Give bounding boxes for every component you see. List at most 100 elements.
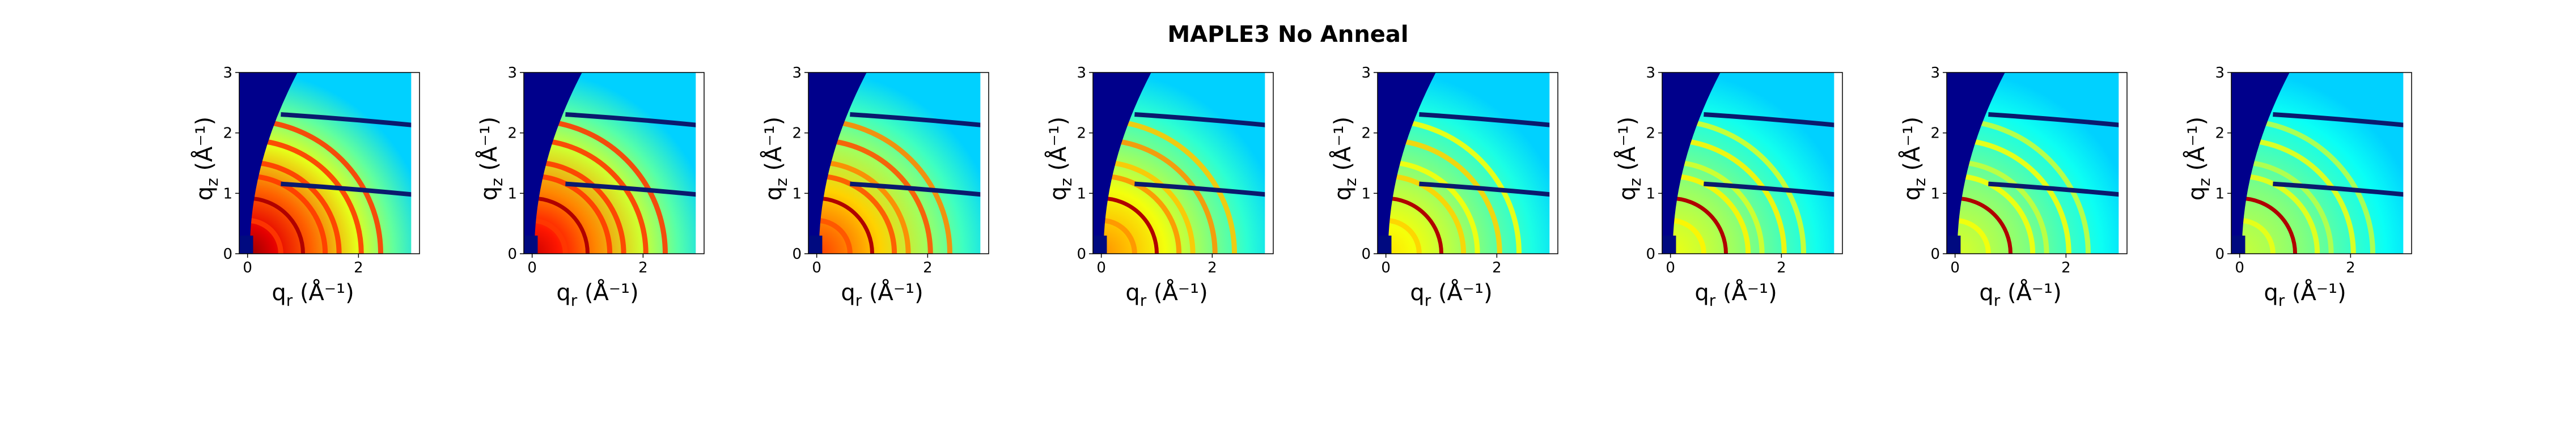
plot-area [808, 72, 989, 254]
beamstop [808, 236, 823, 254]
gixd-panel-7: 0 2 0 1 2 3 qr (Å⁻¹) qz (Å⁻¹) [1898, 0, 2183, 317]
detector-gap-line [2273, 112, 2412, 128]
y-tick-label: 3 [223, 65, 232, 82]
gixd-plot-svg: 0 2 0 1 2 3 qr (Å⁻¹) qz (Å⁻¹) [1044, 65, 1274, 310]
y-tick-label: 1 [2215, 185, 2225, 202]
y-axis-label: qz (Å⁻¹) [190, 117, 222, 201]
detector-gap-line [1704, 112, 1842, 128]
blank-strip [980, 72, 989, 254]
blank-strip [1549, 72, 1558, 254]
axes-frame [2231, 72, 2412, 254]
beamstop [239, 236, 253, 254]
x-tick-label: 0 [1381, 259, 1391, 276]
missing-wedge [1662, 72, 1721, 251]
y-tick-label: 2 [2215, 125, 2225, 142]
detector-gap-line [1134, 112, 1273, 128]
y-axis-label: qz (Å⁻¹) [1044, 117, 1075, 201]
axes-frame [1662, 72, 1843, 254]
x-axis-label: qr (Å⁻¹) [1979, 279, 2061, 310]
axes-frame [1377, 72, 1558, 254]
detector-gap-line [2273, 181, 2412, 198]
y-tick-label: 0 [1361, 246, 1371, 263]
y-axis-label: qz (Å⁻¹) [2183, 117, 2214, 201]
x-axis-label: qr (Å⁻¹) [556, 279, 638, 310]
x-tick-label: 2 [1492, 259, 1502, 276]
x-axis-label: qr (Å⁻¹) [2264, 279, 2346, 310]
missing-wedge [239, 72, 298, 251]
detector-gap-line [1988, 112, 2127, 128]
missing-wedge [1947, 72, 2005, 251]
beamstop [1093, 236, 1107, 254]
beamstop [1378, 236, 1392, 254]
gixd-plot-svg: 0 2 0 1 2 3 qr (Å⁻¹) qz (Å⁻¹) [760, 65, 989, 310]
y-tick-label: 1 [792, 185, 802, 202]
y-tick-label: 1 [1361, 185, 1371, 202]
y-axis-label: qz (Å⁻¹) [1898, 117, 1929, 201]
y-tick-label: 3 [1930, 65, 1940, 82]
blank-strip [1834, 72, 1842, 254]
plot-area [239, 72, 420, 254]
gixd-panel-1: 0 2 0 1 2 3 qr (Å⁻¹) qz (Å⁻¹) [190, 0, 475, 317]
gixd-panel-8: 0 2 0 1 2 3 qr (Å⁻¹) qz (Å⁻¹) [2183, 0, 2467, 317]
gixd-panel-6: 0 2 0 1 2 3 qr (Å⁻¹) qz (Å⁻¹) [1613, 0, 1898, 317]
beamstop [2231, 236, 2245, 254]
axes-frame [808, 72, 989, 254]
gixd-panel-2: 0 2 0 1 2 3 qr (Å⁻¹) qz (Å⁻¹) [475, 0, 760, 317]
y-tick-label: 1 [1077, 185, 1086, 202]
y-tick-label: 1 [1646, 185, 1655, 202]
missing-wedge [1378, 72, 1436, 251]
y-tick-label: 3 [1077, 65, 1086, 82]
plot-area [524, 72, 704, 254]
gixd-panel-5: 0 2 0 1 2 3 qr (Å⁻¹) qz (Å⁻¹) [1329, 0, 1613, 317]
detector-gap-line [565, 181, 704, 198]
y-tick-label: 2 [1361, 125, 1371, 142]
blank-strip [1265, 72, 1273, 254]
x-tick-label: 0 [527, 259, 537, 276]
gixd-plot-svg: 0 2 0 1 2 3 qr (Å⁻¹) qz (Å⁻¹) [1898, 65, 2128, 310]
blank-strip [411, 72, 420, 254]
y-tick-label: 0 [507, 246, 517, 263]
x-axis-label: qr (Å⁻¹) [841, 279, 923, 310]
x-axis-label: qr (Å⁻¹) [1410, 279, 1492, 310]
y-tick-label: 0 [1077, 246, 1086, 263]
y-tick-label: 0 [792, 246, 802, 263]
detector-gap-line [1988, 181, 2127, 198]
y-tick-label: 0 [1930, 246, 1940, 263]
missing-wedge [1093, 72, 1151, 251]
blank-strip [696, 72, 704, 254]
x-axis-label: qr (Å⁻¹) [1694, 279, 1777, 310]
x-tick-label: 2 [638, 259, 648, 276]
y-tick-label: 3 [1646, 65, 1655, 82]
axes-frame [1092, 72, 1274, 254]
detector-gap-line [1419, 112, 1558, 128]
plot-area [2231, 72, 2412, 254]
gixd-plot-svg: 0 2 0 1 2 3 qr (Å⁻¹) qz (Å⁻¹) [475, 65, 705, 310]
y-axis-label: qz (Å⁻¹) [760, 117, 791, 201]
detector-gap-line [565, 112, 704, 128]
x-axis-label: qr (Å⁻¹) [1125, 279, 1208, 310]
axes-frame [239, 72, 420, 254]
x-tick-label: 2 [923, 259, 933, 276]
axes-frame [1946, 72, 2128, 254]
missing-wedge [524, 72, 582, 251]
detector-gap-line [850, 181, 989, 198]
detector-gap-line [1134, 181, 1273, 198]
y-tick-label: 3 [792, 65, 802, 82]
y-tick-label: 2 [1077, 125, 1086, 142]
y-tick-label: 0 [2215, 246, 2225, 263]
x-tick-label: 0 [1096, 259, 1106, 276]
y-tick-label: 2 [223, 125, 232, 142]
x-tick-label: 0 [812, 259, 821, 276]
x-tick-label: 0 [243, 259, 252, 276]
y-axis-label: qz (Å⁻¹) [1613, 117, 1645, 201]
y-tick-label: 3 [1361, 65, 1371, 82]
y-tick-label: 1 [507, 185, 517, 202]
y-tick-label: 0 [223, 246, 232, 263]
gixd-plot-svg: 0 2 0 1 2 3 qr (Å⁻¹) qz (Å⁻¹) [190, 65, 420, 310]
detector-gap-line [850, 112, 989, 128]
blank-strip [2403, 72, 2412, 254]
y-tick-label: 1 [1930, 185, 1940, 202]
y-tick-label: 2 [1930, 125, 1940, 142]
x-tick-label: 2 [1777, 259, 1786, 276]
